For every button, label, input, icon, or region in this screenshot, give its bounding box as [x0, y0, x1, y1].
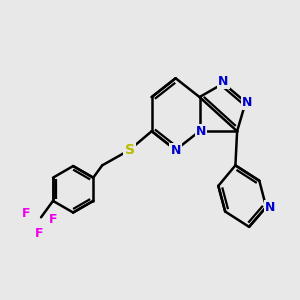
Text: N: N: [218, 75, 229, 88]
Text: F: F: [35, 227, 44, 240]
Text: N: N: [170, 143, 181, 157]
Text: S: S: [124, 143, 134, 157]
Text: N: N: [265, 201, 275, 214]
Text: N: N: [242, 96, 253, 109]
Text: N: N: [196, 125, 206, 138]
Text: F: F: [49, 212, 57, 226]
Text: F: F: [21, 207, 30, 220]
